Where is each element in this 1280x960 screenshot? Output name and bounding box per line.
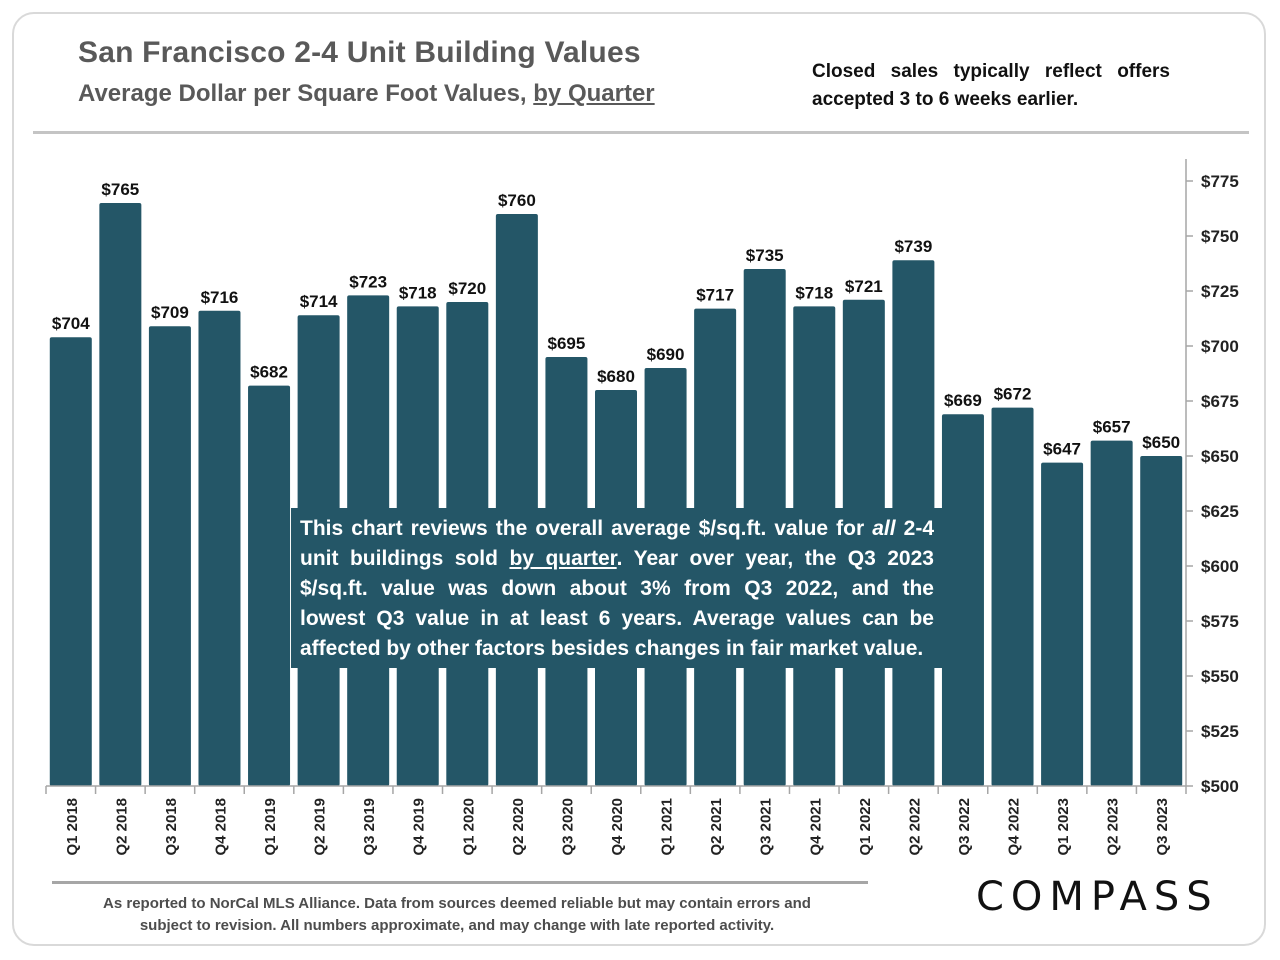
- x-tick-label: Q4 2019: [411, 798, 428, 856]
- x-tick-label: Q3 2021: [758, 798, 775, 856]
- chart-subtitle: Average Dollar per Square Foot Values, b…: [78, 80, 655, 108]
- footer-divider: [52, 881, 868, 884]
- data-label: $680: [597, 367, 635, 386]
- data-label: $714: [300, 292, 338, 311]
- x-tick-label: Q1 2022: [857, 798, 874, 856]
- data-label: $690: [647, 345, 685, 364]
- bar-q1-2019: [248, 385, 291, 786]
- data-label: $704: [52, 314, 90, 333]
- data-label: $723: [349, 272, 387, 291]
- compass-logo: COMPASS: [976, 874, 1219, 920]
- y-tick-label: $575: [1201, 612, 1239, 631]
- x-tick-label: Q2 2023: [1105, 798, 1122, 856]
- x-tick-label: Q3 2020: [559, 798, 576, 856]
- y-tick-label: $675: [1201, 392, 1239, 411]
- x-tick-label: Q4 2018: [212, 798, 229, 856]
- disclaimer-line-1: As reported to NorCal MLS Alliance. Data…: [103, 895, 811, 912]
- data-label: $735: [746, 246, 784, 265]
- x-tick-label: Q3 2022: [956, 798, 973, 856]
- y-tick-label: $625: [1201, 502, 1239, 521]
- bar-q3-2022: [941, 414, 984, 786]
- data-labels-layer: $704 $765 $709 $716 $682 $714 $723 $718 $720 $760…: [52, 180, 1180, 459]
- x-tick-label: Q3 2019: [361, 798, 378, 856]
- x-tick-label: Q2 2020: [510, 798, 527, 856]
- data-label: $765: [101, 180, 139, 199]
- data-label: $695: [548, 334, 586, 353]
- commentary-text: This chart reviews the overall average $…: [300, 517, 873, 540]
- y-tick-label: $500: [1201, 777, 1239, 796]
- bar-q4-2018: [198, 310, 241, 786]
- x-tick-label: Q1 2019: [262, 798, 279, 856]
- x-tick-label: Q2 2021: [708, 798, 725, 856]
- data-label: $718: [795, 283, 833, 302]
- commentary-text: 2-4: [895, 517, 935, 540]
- footer-disclaimer: As reported to NorCal MLS Alliance. Data…: [72, 893, 842, 937]
- bar-q3-2023: [1140, 456, 1183, 786]
- commentary-emphasis: all: [872, 517, 896, 540]
- x-tick-label: Q4 2020: [609, 798, 626, 856]
- timing-note: Closed sales typically reflect offers ac…: [812, 61, 1170, 110]
- x-tick-label: Q3 2018: [163, 798, 180, 856]
- y-tick-label: $600: [1201, 557, 1239, 576]
- subtitle-prefix: Average Dollar per Square Foot Values,: [78, 80, 534, 107]
- data-label: $720: [448, 279, 486, 298]
- data-label: $657: [1093, 418, 1131, 437]
- commentary-text: . Year over year, the Q3 2023: [616, 547, 934, 570]
- commentary-line-3: $/sq.ft. value was down about 3% from Q3…: [300, 577, 934, 600]
- y-tick-label: $650: [1201, 447, 1239, 466]
- commentary-line-4: lowest Q3 value in at least 6 years. Ave…: [300, 607, 934, 630]
- y-tick-label: $775: [1201, 172, 1239, 191]
- bar-q2-2020: [495, 214, 538, 786]
- data-label: $709: [151, 303, 189, 322]
- data-label: $739: [894, 237, 932, 256]
- header-divider: [33, 131, 1249, 134]
- data-label: $717: [696, 286, 734, 305]
- y-tick-label: $725: [1201, 282, 1239, 301]
- subtitle-by-quarter: by Quarter: [533, 80, 655, 107]
- data-label: $716: [201, 288, 239, 307]
- x-tick-label: Q1 2023: [1055, 798, 1072, 856]
- data-label: $647: [1043, 440, 1081, 459]
- y-tick-label: $700: [1201, 337, 1239, 356]
- x-tick-label: Q2 2022: [906, 798, 923, 856]
- chart-commentary-box: This chart reviews the overall average $…: [291, 508, 943, 668]
- data-label: $760: [498, 191, 536, 210]
- chart-title: San Francisco 2-4 Unit Building Values: [78, 36, 641, 69]
- x-tick-label: Q4 2021: [807, 798, 824, 856]
- x-tick-label: Q3 2023: [1154, 798, 1171, 856]
- x-tick-label: Q4 2022: [1006, 798, 1023, 856]
- y-tick-label: $550: [1201, 667, 1239, 686]
- bar-q4-2022: [991, 407, 1034, 786]
- x-tick-label: Q1 2021: [659, 798, 676, 856]
- data-label: $650: [1142, 433, 1180, 452]
- data-label: $669: [944, 391, 982, 410]
- commentary-line-2: unit buildings sold by quarter. Year ove…: [300, 544, 934, 574]
- y-tick-label: $750: [1201, 227, 1239, 246]
- data-label: $718: [399, 283, 437, 302]
- bar-q2-2018: [99, 203, 142, 786]
- data-label: $682: [250, 363, 288, 382]
- x-tick-label: Q2 2019: [312, 798, 329, 856]
- commentary-underlined: by quarter: [509, 547, 617, 570]
- x-tick-label: Q2 2018: [113, 798, 130, 856]
- bar-q2-2023: [1090, 440, 1133, 786]
- bar-q1-2018: [49, 337, 92, 786]
- commentary-line-5: affected by other factors besides change…: [300, 637, 924, 660]
- bar-q1-2023: [1041, 462, 1084, 786]
- bar-q3-2018: [148, 326, 191, 786]
- x-tick-label: Q1 2018: [64, 798, 81, 856]
- x-tick-label: Q1 2020: [460, 798, 477, 856]
- disclaimer-line-2: subject to revision. All numbers approxi…: [139, 917, 775, 934]
- axes-layer: Q1 2018 Q2 2018 Q3 2018 Q4 2018 Q1 2019 Q2 20…: [45, 159, 1239, 856]
- y-tick-label: $525: [1201, 722, 1239, 741]
- commentary-line-1: This chart reviews the overall average $…: [300, 514, 934, 544]
- data-label: $672: [994, 385, 1032, 404]
- commentary-text: unit buildings sold: [300, 547, 510, 570]
- data-label: $721: [845, 277, 883, 296]
